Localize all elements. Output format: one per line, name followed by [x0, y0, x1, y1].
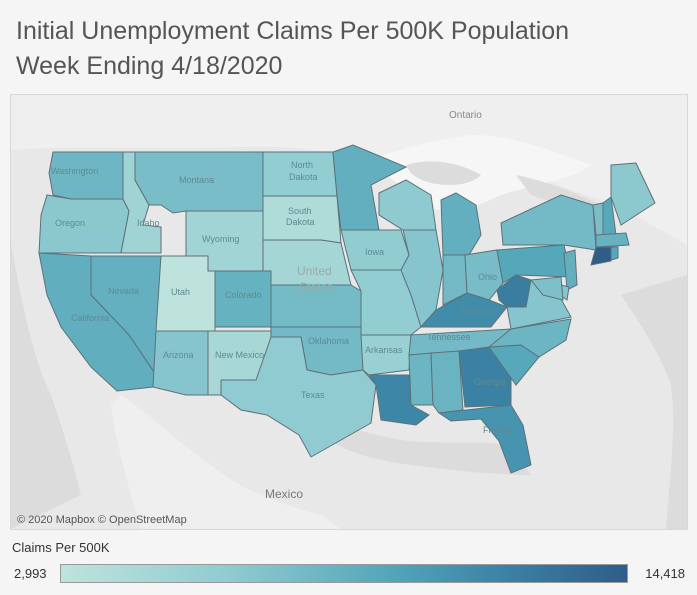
label-south-dakota-1: South: [288, 206, 312, 216]
label-tennessee: Tennessee: [427, 332, 471, 342]
state-pennsylvania[interactable]: [496, 244, 572, 284]
label-wyoming: Wyoming: [202, 234, 239, 244]
label-nevada: Nevada: [108, 286, 139, 296]
label-ontario: Ontario: [449, 110, 482, 121]
state-alabama[interactable]: [430, 350, 464, 414]
label-north-dakota-1: North: [291, 160, 313, 170]
state-kentucky[interactable]: [419, 292, 508, 328]
label-washington: Washington: [51, 166, 98, 176]
label-iowa: Iowa: [365, 247, 384, 257]
basemap-labels: Ontario United States Mexico: [265, 110, 482, 501]
label-states: States: [299, 280, 333, 294]
label-ohio: Ohio: [478, 272, 497, 282]
states-layer: [38, 144, 656, 474]
legend-max-label: 14,418: [645, 566, 685, 581]
gulf-of-mexico: [321, 415, 531, 475]
label-north-dakota-2: Dakota: [289, 172, 318, 182]
label-utah: Utah: [171, 287, 190, 297]
label-california: California: [71, 313, 109, 323]
label-idaho: Idaho: [137, 218, 160, 228]
state-arkansas[interactable]: [360, 334, 412, 376]
label-montana: Montana: [179, 175, 214, 185]
state-connecticut[interactable]: [590, 246, 612, 266]
state-maryland[interactable]: [530, 276, 564, 301]
mexico-land: [111, 395, 341, 529]
label-arizona: Arizona: [163, 350, 194, 360]
chart-title: Initial Unemployment Claims Per 500K Pop…: [16, 14, 676, 84]
title-line-2: Week Ending 4/18/2020: [16, 52, 283, 80]
state-arizona[interactable]: [152, 330, 209, 396]
atlantic-ocean: [621, 275, 687, 529]
label-oregon: Oregon: [55, 218, 85, 228]
state-georgia[interactable]: [458, 346, 512, 408]
pacific-ocean: [11, 245, 81, 529]
lake-superior: [406, 161, 481, 185]
label-new-mexico: New Mexico: [215, 350, 264, 360]
label-arkansas: Arkansas: [365, 345, 403, 355]
label-florida: Florida: [483, 425, 511, 435]
legend-min-label: 2,993: [14, 566, 47, 581]
state-minnesota[interactable]: [332, 144, 408, 231]
state-north-carolina[interactable]: [487, 318, 572, 358]
state-louisiana[interactable]: [368, 374, 430, 426]
state-rhode-island[interactable]: [610, 246, 619, 261]
hudson-region: [371, 135, 591, 211]
legend-color-ramp: [60, 564, 628, 583]
state-florida[interactable]: [437, 404, 532, 474]
label-mexico: Mexico: [265, 487, 303, 501]
legend-title: Claims Per 500K: [12, 540, 110, 555]
state-mississippi[interactable]: [408, 352, 434, 406]
state-massachusetts[interactable]: [595, 232, 630, 248]
state-nebraska[interactable]: [262, 239, 352, 286]
label-colorado: Colorado: [225, 290, 262, 300]
canada-land: [11, 95, 687, 245]
label-georgia: Georgia: [474, 377, 506, 387]
state-ohio[interactable]: [464, 249, 504, 301]
state-texas[interactable]: [220, 336, 377, 458]
label-kentucky: Kentucky: [461, 306, 499, 316]
state-maine[interactable]: [610, 162, 656, 226]
state-labels: Washington Oregon Idaho Montana Wyoming …: [51, 160, 511, 435]
map-attribution[interactable]: © 2020 Mapbox © OpenStreetMap: [17, 514, 187, 526]
label-united: United: [297, 264, 332, 278]
state-new-jersey[interactable]: [563, 249, 578, 291]
map-panel[interactable]: Ontario United States Mexico Washington …: [10, 94, 688, 530]
label-oklahoma: Oklahoma: [308, 336, 349, 346]
label-texas: Texas: [301, 390, 325, 400]
label-south-dakota-2: Dakota: [286, 217, 315, 227]
lake-ontario: [516, 175, 601, 207]
choropleth-map[interactable]: Ontario United States Mexico Washington …: [11, 95, 687, 529]
title-line-1: Initial Unemployment Claims Per 500K Pop…: [16, 17, 570, 45]
